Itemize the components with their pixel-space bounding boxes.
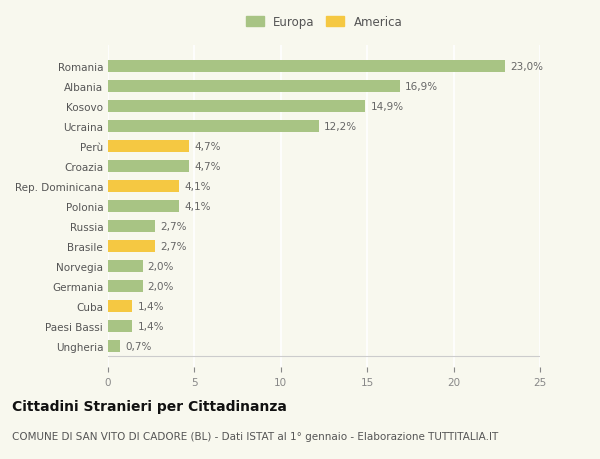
- Bar: [108, 140, 189, 152]
- Text: 14,9%: 14,9%: [371, 101, 404, 112]
- Bar: [108, 61, 505, 73]
- Text: 23,0%: 23,0%: [511, 62, 544, 72]
- Text: 4,1%: 4,1%: [184, 182, 211, 191]
- Text: 2,0%: 2,0%: [148, 262, 174, 272]
- Text: 2,7%: 2,7%: [160, 241, 187, 252]
- Bar: [108, 101, 365, 112]
- Text: 2,0%: 2,0%: [148, 281, 174, 291]
- Bar: [108, 161, 189, 173]
- Text: Cittadini Stranieri per Cittadinanza: Cittadini Stranieri per Cittadinanza: [12, 399, 287, 413]
- Text: 1,4%: 1,4%: [137, 322, 164, 331]
- Text: 4,7%: 4,7%: [194, 162, 221, 172]
- Text: COMUNE DI SAN VITO DI CADORE (BL) - Dati ISTAT al 1° gennaio - Elaborazione TUTT: COMUNE DI SAN VITO DI CADORE (BL) - Dati…: [12, 431, 498, 442]
- Text: 16,9%: 16,9%: [405, 82, 439, 91]
- Legend: Europa, America: Europa, America: [241, 11, 407, 34]
- Text: 1,4%: 1,4%: [137, 302, 164, 312]
- Text: 2,7%: 2,7%: [160, 222, 187, 231]
- Bar: [108, 121, 319, 133]
- Text: 4,1%: 4,1%: [184, 202, 211, 212]
- Text: 12,2%: 12,2%: [324, 122, 357, 132]
- Text: 0,7%: 0,7%: [125, 341, 152, 352]
- Bar: [108, 280, 143, 292]
- Bar: [108, 201, 179, 213]
- Bar: [108, 261, 143, 273]
- Bar: [108, 180, 179, 192]
- Text: 4,7%: 4,7%: [194, 141, 221, 151]
- Bar: [108, 241, 155, 252]
- Bar: [108, 320, 132, 333]
- Bar: [108, 341, 120, 353]
- Bar: [108, 221, 155, 233]
- Bar: [108, 80, 400, 93]
- Bar: [108, 301, 132, 313]
